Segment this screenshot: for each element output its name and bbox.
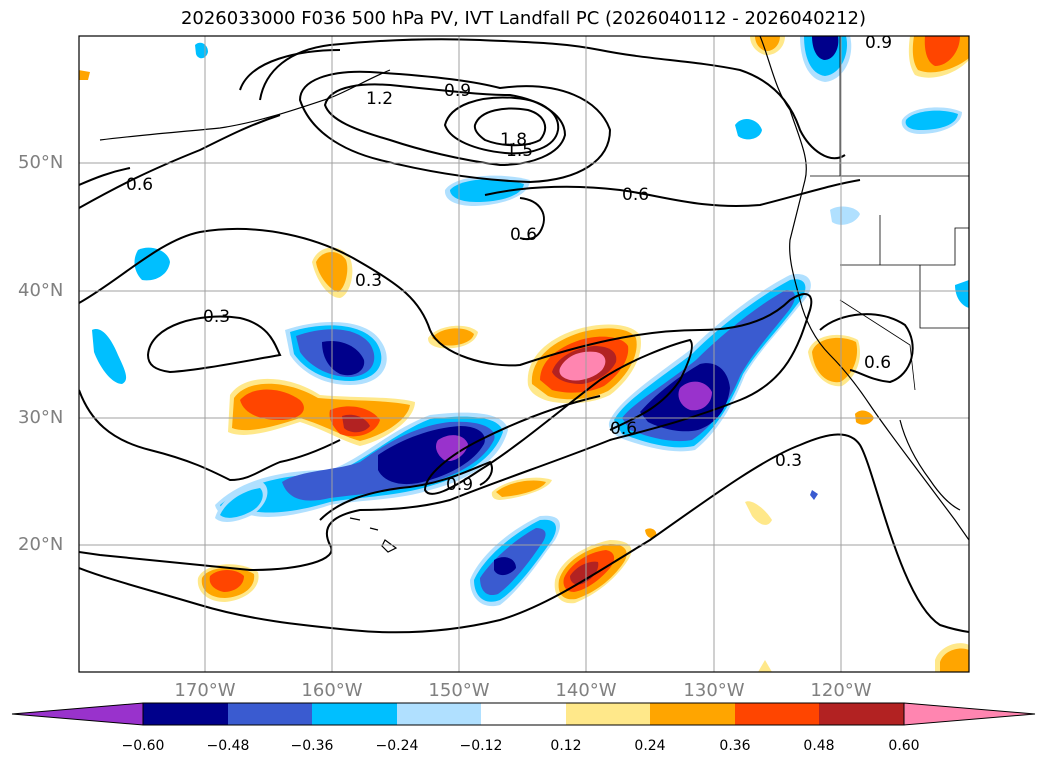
lon-label: 160°W xyxy=(301,680,363,701)
lat-label: 40°N xyxy=(18,280,64,301)
plot-frame xyxy=(78,35,970,673)
gridlines xyxy=(79,36,969,672)
colorbar-extend-left xyxy=(11,702,144,726)
contour-label: 0.3 xyxy=(355,271,382,291)
lon-label: 130°W xyxy=(683,680,745,701)
colorbar-tick: −0.48 xyxy=(206,738,250,754)
contour-label: 0.6 xyxy=(864,353,891,373)
colorbar-segment xyxy=(397,703,481,725)
colorbar-segment xyxy=(735,703,819,725)
contour-label: 0.9 xyxy=(446,475,473,495)
lat-label: 20°N xyxy=(18,534,64,555)
colorbar-tick: 0.48 xyxy=(803,738,835,754)
colorbar-tick: −0.24 xyxy=(375,738,419,754)
coastlines xyxy=(99,36,969,553)
lon-label: 140°W xyxy=(555,680,617,701)
colorbar-tick: 0.60 xyxy=(888,738,920,754)
pv-contours xyxy=(79,38,969,634)
contour-label: 0.3 xyxy=(203,307,230,327)
lat-label: 50°N xyxy=(18,152,64,173)
contour-label: 1.8 xyxy=(500,130,527,150)
shaded-field xyxy=(79,36,969,672)
colorbar-tick: −0.60 xyxy=(121,738,165,754)
colorbar-tick: 0.24 xyxy=(634,738,666,754)
lon-label: 120°W xyxy=(810,680,872,701)
map-title: 2026033000 F036 500 hPa PV, IVT Landfall… xyxy=(180,8,867,29)
contour-label-group: 0.9 1.2 0.9 1.8 1.5 0.6 0.6 0.6 0.3 0.3 … xyxy=(126,33,892,495)
colorbar-segment xyxy=(312,703,397,725)
contour-label: 0.6 xyxy=(622,185,649,205)
contour-label: 0.6 xyxy=(610,419,637,439)
contour-label: 0.9 xyxy=(444,81,471,101)
contour-label: 0.3 xyxy=(775,451,802,471)
colorbar-tick: −0.12 xyxy=(459,738,503,754)
colorbar-segment xyxy=(819,703,904,725)
north-america-coast xyxy=(759,36,969,541)
colorbar-extend-right xyxy=(903,702,1036,726)
colorbar-segment xyxy=(650,703,735,725)
colorbar-segment xyxy=(143,703,228,725)
borders xyxy=(810,36,969,391)
colorbar-tick: −0.36 xyxy=(290,738,334,754)
contour-label: 1.2 xyxy=(366,89,393,109)
colorbar xyxy=(11,702,1036,726)
colorbar-tick: 0.12 xyxy=(550,738,582,754)
lat-label: 30°N xyxy=(18,407,64,428)
contour-label: 0.6 xyxy=(126,175,153,195)
colorbar-segment xyxy=(228,703,312,725)
contour-label: 0.9 xyxy=(865,33,892,53)
lon-label: 150°W xyxy=(428,680,490,701)
colorbar-segment xyxy=(566,703,650,725)
contour-label: 1.5 xyxy=(506,141,533,161)
lon-label: 170°W xyxy=(174,680,236,701)
colorbar-tick: 0.36 xyxy=(719,738,751,754)
colorbar-segment xyxy=(481,703,566,725)
shade-negative-left xyxy=(92,329,127,384)
contour-label: 0.6 xyxy=(510,225,537,245)
